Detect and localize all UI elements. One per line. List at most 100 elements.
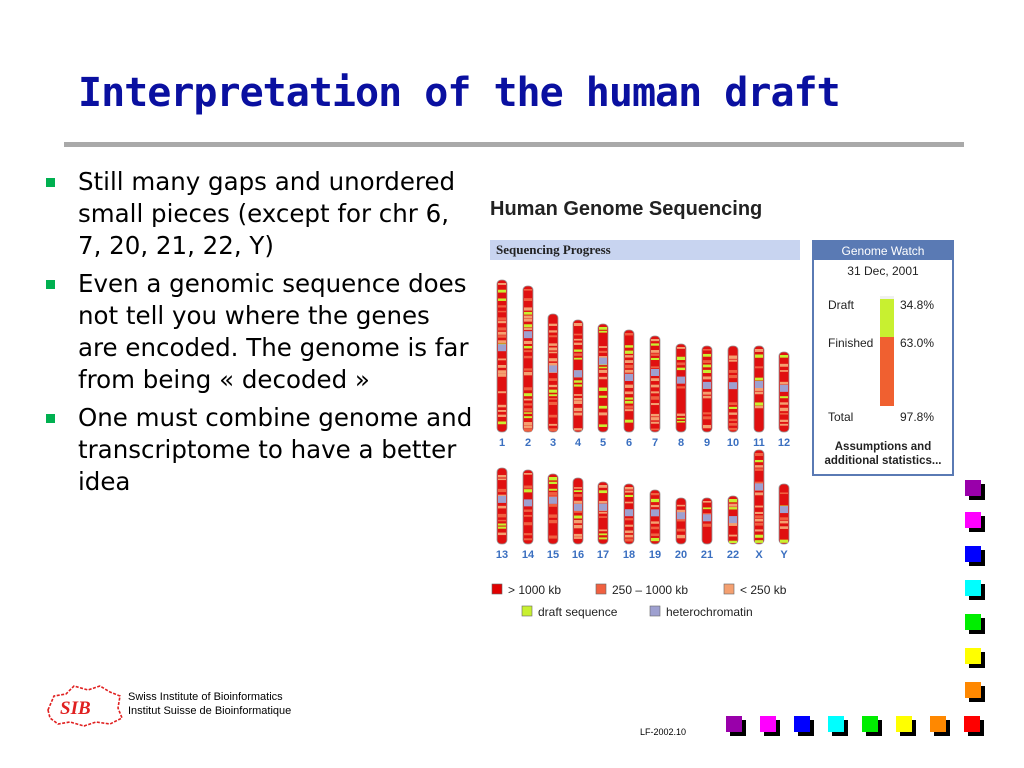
chromosome <box>675 497 687 545</box>
finished-fill <box>880 337 894 406</box>
chromosome-label: X <box>755 549 763 561</box>
chromosome-label: 4 <box>575 437 582 449</box>
chromosome <box>675 343 687 433</box>
sib-logo: SIB <box>47 685 124 727</box>
chromosome-label: 2 <box>525 437 531 449</box>
chromosome-label: 7 <box>652 437 658 449</box>
chromosome <box>727 495 739 545</box>
genome-watch-header: Genome Watch <box>814 242 952 260</box>
decorative-square <box>965 546 985 566</box>
chromosome-label: 1 <box>499 437 505 449</box>
chromosome <box>572 319 584 433</box>
decorative-square <box>964 716 984 736</box>
decorative-square <box>965 648 985 668</box>
chromosome-label: 10 <box>727 437 739 449</box>
chromosome <box>496 467 508 545</box>
chromosome <box>572 477 584 545</box>
chromosome-label: 6 <box>626 437 632 449</box>
chromosome-label: 20 <box>675 549 687 561</box>
chromosome-label: 15 <box>547 549 559 561</box>
assumptions-link-line1: Assumptions and <box>834 441 932 453</box>
finished-value: 63.0% <box>900 336 935 350</box>
chromosome-label: 17 <box>597 549 609 561</box>
legend-swatch <box>491 583 503 595</box>
genome-sequencing-figure: Human Genome Sequencing Sequencing Progr… <box>484 190 964 630</box>
assumptions-link[interactable]: Assumptions and additional statistics... <box>814 440 952 468</box>
bullet-text: Even a genomic sequence does not tell yo… <box>78 269 469 394</box>
genome-watch-date: 31 Dec, 2001 <box>847 264 919 278</box>
chromosome-label: 12 <box>778 437 790 449</box>
bullet-square-icon <box>46 280 55 289</box>
chromosome-label: 22 <box>727 549 739 561</box>
legend-swatch <box>521 605 533 617</box>
chromosome <box>727 345 739 433</box>
slide-id: LF-2002.10 <box>640 727 687 737</box>
legend-swatch <box>649 605 661 617</box>
bullet-item: Still many gaps and unordered small piec… <box>46 166 476 262</box>
chromosome-label: 9 <box>704 437 710 449</box>
chromosome-label: 14 <box>522 549 535 561</box>
chromosome <box>649 335 661 433</box>
chromosome <box>649 489 661 545</box>
legend-label: < 250 kb <box>740 583 787 597</box>
chromosome <box>701 497 713 545</box>
legend-swatch <box>723 583 735 595</box>
logo-text: SIB <box>60 698 91 719</box>
chromosome-label: Y <box>780 549 788 561</box>
chromosome <box>597 481 609 545</box>
institute-french: Institut Suisse de Bioinformatique <box>128 705 292 717</box>
bullet-item: Even a genomic sequence does not tell yo… <box>46 268 476 396</box>
sequencing-progress-bar: Sequencing Progress <box>490 240 800 260</box>
chromosome-label: 5 <box>600 437 606 449</box>
chromosome <box>522 285 534 433</box>
figure-title: Human Genome Sequencing <box>490 198 763 220</box>
decorative-square <box>965 512 985 532</box>
bullet-square-icon <box>46 414 55 423</box>
assumptions-link-line2: additional statistics... <box>824 455 942 467</box>
legend-swatch <box>595 583 607 595</box>
chromosome <box>778 483 790 545</box>
bullet-item: One must combine genome and transcriptom… <box>46 402 476 498</box>
chromosome-label: 13 <box>496 549 508 561</box>
chromosome <box>547 473 559 545</box>
decorative-square <box>965 682 985 702</box>
chromosome <box>753 345 765 433</box>
legend-label: > 1000 kb <box>508 583 561 597</box>
draft-value: 34.8% <box>900 298 935 312</box>
chromosome-label: 3 <box>550 437 556 449</box>
genome-watch-panel: Genome Watch 31 Dec, 2001 Draft 34.8% Fi… <box>812 240 954 476</box>
legend-label: 250 – 1000 kb <box>612 583 688 597</box>
chromosome <box>753 449 765 545</box>
draft-fill <box>880 299 894 337</box>
chromosome-label: 11 <box>753 437 765 449</box>
chromosome-label: 8 <box>678 437 684 449</box>
chromosome <box>623 329 635 433</box>
title-divider <box>64 142 964 147</box>
sequencing-progress-label: Sequencing Progress <box>496 242 611 257</box>
chromosome <box>547 313 559 433</box>
legend-label: heterochromatin <box>666 605 753 619</box>
chromosome-label: 21 <box>701 549 713 561</box>
bullet-text: Still many gaps and unordered small piec… <box>78 167 456 260</box>
decorative-square <box>760 716 780 736</box>
total-value: 97.8% <box>900 410 935 424</box>
bullet-text: One must combine genome and transcriptom… <box>78 403 473 496</box>
decorative-square <box>965 480 985 500</box>
decorative-square <box>726 716 746 736</box>
finished-label: Finished <box>828 336 874 350</box>
decorative-square <box>930 716 950 736</box>
genome-progress-bar <box>880 296 894 406</box>
decorative-square <box>862 716 882 736</box>
total-label: Total <box>828 410 854 424</box>
decorative-square <box>896 716 916 736</box>
chromosome-label: 16 <box>572 549 584 561</box>
chromosome-label: 18 <box>623 549 635 561</box>
decorative-square <box>965 580 985 600</box>
decorative-square <box>828 716 848 736</box>
chromosome <box>597 323 609 433</box>
institute-names: Swiss Institute of Bioinformatics Instit… <box>128 690 291 718</box>
legend-label: draft sequence <box>538 605 618 619</box>
slide-title: Interpretation of the human draft <box>78 70 841 116</box>
chromosome <box>778 351 790 433</box>
